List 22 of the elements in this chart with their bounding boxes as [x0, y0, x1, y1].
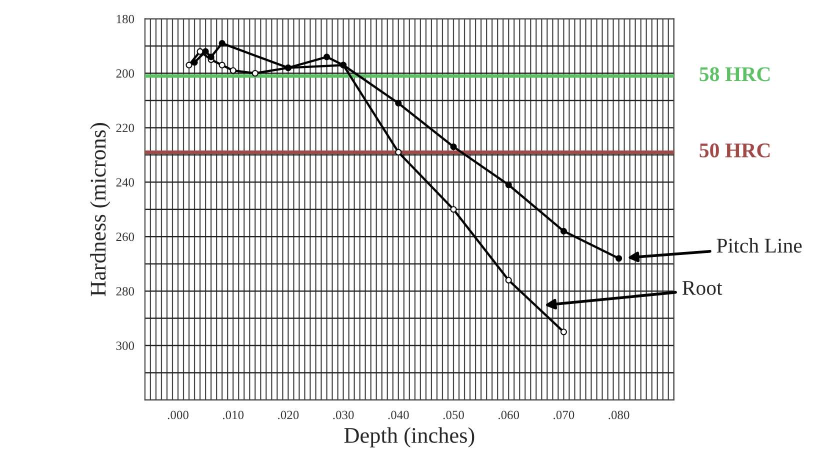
text: Root [682, 281, 722, 295]
x-tick-label: .080 [608, 410, 630, 420]
x-tick-label: .040 [388, 410, 409, 420]
x-axis-title: Depth (inches) [344, 427, 474, 448]
x-tick-label: .060 [498, 410, 520, 420]
y-tick-label: 280 [116, 287, 134, 296]
x-tick-label: .070 [554, 410, 574, 420]
x-tick-label: .000 [168, 410, 188, 420]
x-tick-label: .010 [222, 410, 244, 420]
y-tick-label: 240 [116, 178, 134, 187]
y-tick-label: 180 [116, 14, 134, 24]
x-tick-label: .030 [333, 410, 354, 420]
x-tick-label: .050 [443, 410, 464, 420]
legend-label: Pitch Line [716, 238, 802, 253]
y-axis-title: Hardness (microns) [90, 123, 110, 296]
x-tick-label: .020 [278, 410, 299, 420]
y-tick-label: 260 [116, 232, 134, 242]
y-tick-label: 220 [116, 124, 134, 132]
y-tick-label: 200 [116, 69, 134, 78]
ref-line-label: 50 HRC [700, 143, 770, 158]
y-tick-label: 300 [116, 342, 134, 350]
ref-line-label: 58 HRC [700, 67, 770, 82]
